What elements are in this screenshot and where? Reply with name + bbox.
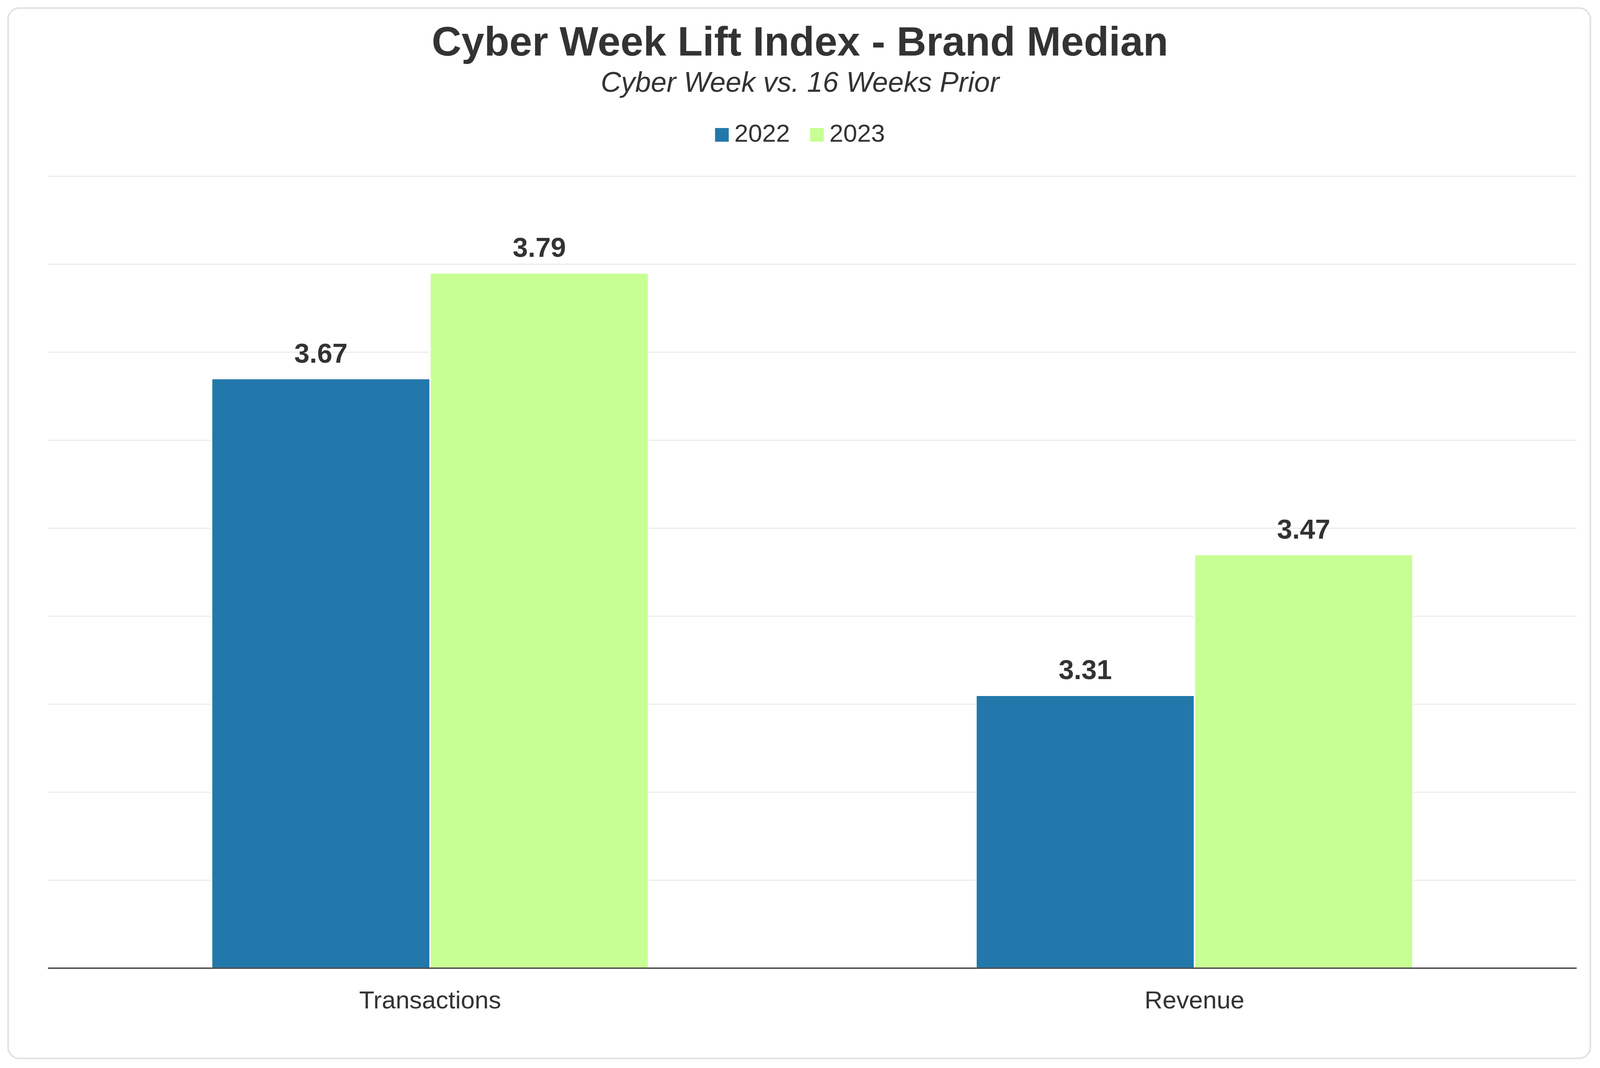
grid-line: [47, 175, 1577, 178]
x-axis-line: [47, 968, 1577, 970]
legend-label: 2022: [734, 119, 791, 147]
grid-line: [47, 351, 1577, 354]
data-label: 3.67: [294, 337, 348, 369]
grid-line: [47, 263, 1577, 265]
chart: Cyber Week Lift Index - Brand MedianCybe…: [0, 0, 1600, 1068]
legend-label: 2023: [829, 119, 886, 147]
data-labels: 3.67 3.31 3.79 3.47: [294, 231, 1331, 686]
bars: [211, 273, 1414, 969]
grid: [47, 176, 1577, 969]
legend-swatch: [810, 128, 824, 142]
bar: [430, 273, 649, 969]
data-label: 3.47: [1277, 513, 1331, 545]
legend-swatch: [715, 128, 729, 142]
bar: [976, 695, 1195, 969]
grid-line: [47, 968, 1577, 970]
title: Cyber Week Lift Index - Brand Median: [431, 18, 1169, 65]
bar: [1194, 554, 1413, 969]
bar: [211, 378, 431, 969]
data-label: 3.79: [512, 231, 566, 263]
x-tick-label: Revenue: [1144, 986, 1245, 1015]
subtitle: Cyber Week vs. 16 Weeks Prior: [600, 66, 1001, 98]
x-tick-label: Transactions: [359, 986, 502, 1015]
legend: 2022 2023: [715, 119, 886, 147]
data-label: 3.31: [1058, 654, 1112, 686]
